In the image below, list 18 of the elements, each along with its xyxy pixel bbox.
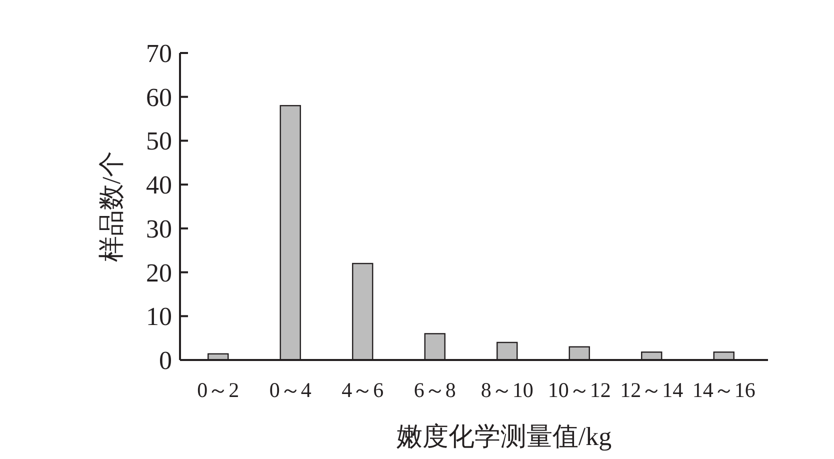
x-tick-label: 0～4 bbox=[269, 378, 312, 402]
x-axis-title: 嫩度化学测量值/kg bbox=[396, 422, 612, 451]
y-tick-label: 70 bbox=[146, 39, 172, 68]
x-tick-label: 14～16 bbox=[692, 378, 756, 402]
y-axis-title: 样品数/个 bbox=[97, 150, 126, 262]
y-tick-label: 10 bbox=[146, 302, 172, 332]
x-tick-label: 0～2 bbox=[197, 378, 240, 402]
x-tick-label: 4～6 bbox=[342, 378, 384, 402]
x-tick-label: 12～14 bbox=[620, 378, 684, 402]
x-tick-label: 8～10 bbox=[480, 378, 534, 402]
y-tick-label: 50 bbox=[146, 126, 172, 156]
x-tick-label: 10～12 bbox=[548, 378, 611, 402]
y-tick-label: 40 bbox=[146, 170, 172, 200]
y-tick-label: 0 bbox=[159, 346, 172, 375]
y-tick-label: 30 bbox=[146, 214, 172, 244]
y-tick-label: 20 bbox=[146, 258, 172, 288]
y-tick-label: 60 bbox=[146, 82, 172, 112]
x-tick-label: 6～8 bbox=[414, 378, 456, 402]
